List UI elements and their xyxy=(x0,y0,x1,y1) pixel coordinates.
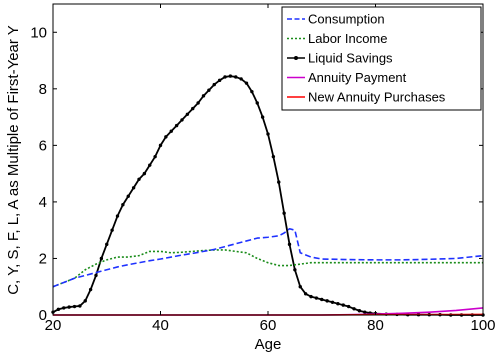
series-point xyxy=(121,203,125,207)
series-point xyxy=(78,304,82,308)
series-point xyxy=(234,75,238,79)
y-tick-label: 0 xyxy=(39,307,47,324)
legend-label: Consumption xyxy=(308,12,385,27)
series-point xyxy=(88,287,93,292)
series-point xyxy=(217,78,222,83)
y-tick-label: 10 xyxy=(30,24,47,41)
y-tick-label: 8 xyxy=(39,81,47,98)
ticks-layer: 20 40 60 80 100 0 2 4 6 8 10 xyxy=(30,4,496,334)
series-point xyxy=(325,299,329,303)
legend-label: New Annuity Purchases xyxy=(308,90,446,105)
series-point xyxy=(352,307,356,311)
series-point xyxy=(110,228,114,232)
series-point xyxy=(357,309,362,313)
series-line-consumption xyxy=(52,227,484,288)
x-axis-title: Age xyxy=(255,336,282,353)
series-point xyxy=(153,154,157,159)
series-point xyxy=(185,112,190,116)
series-point xyxy=(126,194,130,198)
series-point xyxy=(131,186,136,190)
series-point xyxy=(174,123,179,128)
series-point xyxy=(196,101,200,105)
legend-label: Labor Income xyxy=(308,31,388,46)
series-point xyxy=(287,242,292,247)
legend-box xyxy=(281,6,482,111)
series-point xyxy=(228,74,233,78)
series-point xyxy=(148,163,152,167)
series-point xyxy=(303,292,308,296)
series-point xyxy=(346,304,351,309)
series-point xyxy=(212,82,216,87)
series-point xyxy=(330,300,335,304)
x-tick-label: 20 xyxy=(45,317,62,334)
series-point xyxy=(260,115,265,119)
series-point xyxy=(314,296,319,300)
series-point xyxy=(255,101,259,105)
series-point xyxy=(94,273,98,278)
series-point xyxy=(341,303,345,307)
series-point xyxy=(115,214,120,218)
legend: Consumption Labor Income Liquid Savings Ann… xyxy=(281,6,482,111)
series-point xyxy=(142,171,147,176)
x-tick-label: 40 xyxy=(152,317,169,334)
series-layer xyxy=(51,74,485,317)
series-point xyxy=(164,135,168,139)
series-point xyxy=(105,242,109,247)
legend-label: Annuity Payment xyxy=(308,70,407,85)
series-point xyxy=(83,299,87,303)
y-tick-label: 6 xyxy=(39,137,47,154)
series-point xyxy=(62,306,66,310)
series-point xyxy=(169,129,173,133)
series-point xyxy=(277,180,281,184)
series-point xyxy=(207,88,211,92)
legend-label: Liquid Savings xyxy=(308,51,393,66)
series-point xyxy=(201,94,206,98)
series-line-labor-income xyxy=(52,249,483,288)
series-point xyxy=(298,285,302,289)
series-point xyxy=(180,118,184,122)
series-point xyxy=(223,75,227,79)
series-point xyxy=(266,132,270,136)
x-tick-label: 100 xyxy=(470,317,495,334)
series-point xyxy=(250,89,254,94)
series-point xyxy=(239,77,243,81)
series-point xyxy=(309,294,313,299)
x-tick-label: 60 xyxy=(260,317,277,334)
series-point xyxy=(72,304,77,309)
y-axis-title: C, Y, S, F, L, A as Multiple of First-Ye… xyxy=(5,25,22,295)
series-point xyxy=(137,177,141,181)
series-point xyxy=(282,211,286,215)
series-point xyxy=(336,301,340,306)
y-tick-label: 4 xyxy=(39,194,47,211)
legend-swatch-marker xyxy=(294,56,298,60)
y-tick-label: 2 xyxy=(39,250,47,267)
series-line-liquid-savings xyxy=(52,75,483,316)
series-point xyxy=(56,307,61,312)
series-point xyxy=(293,268,297,272)
series-point xyxy=(244,81,249,85)
series-point xyxy=(67,305,71,309)
x-tick-label: 80 xyxy=(367,317,384,334)
series-point xyxy=(363,310,367,314)
series-point xyxy=(99,256,104,261)
series-point xyxy=(271,154,276,159)
series-point xyxy=(158,143,163,148)
series-point xyxy=(191,106,195,111)
series-point xyxy=(320,297,324,302)
